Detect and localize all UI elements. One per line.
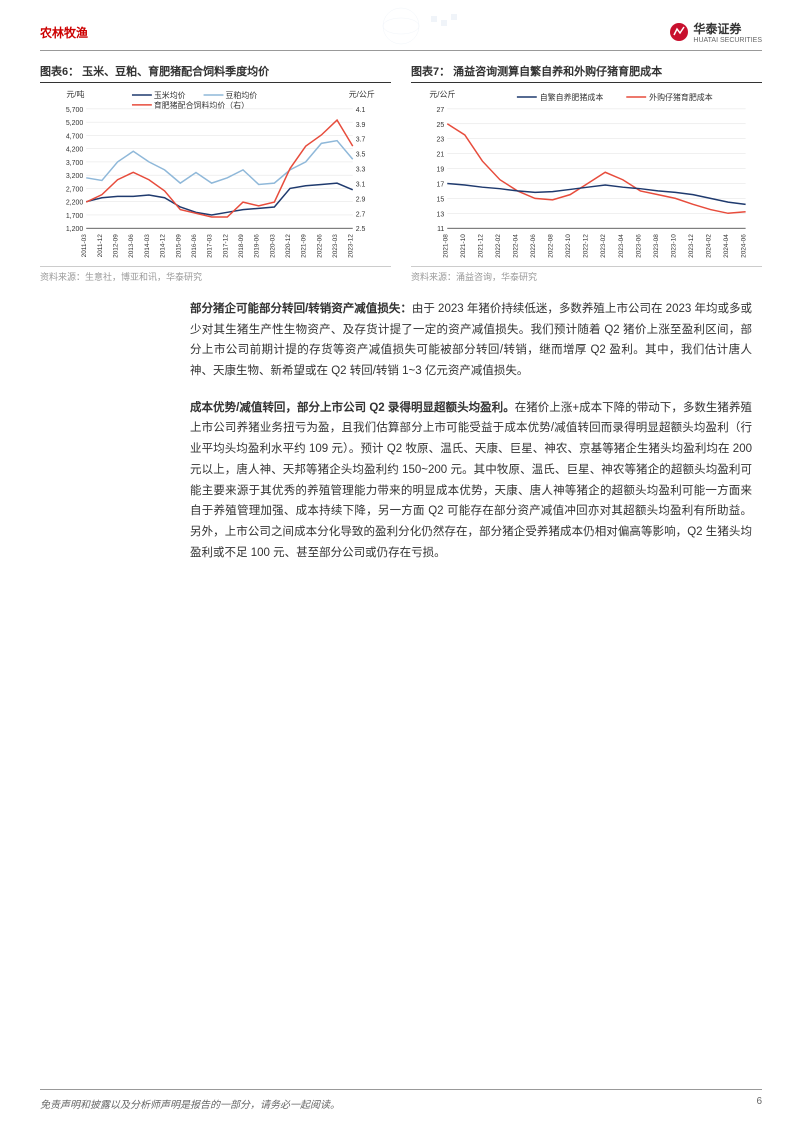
chart7-svg: 元/公斤 自繁自养肥猪成本 外购仔猪育肥成本 11 13 15 17 19 21 23 25 27 20… [411,87,762,266]
svg-text:2022-06: 2022-06 [316,234,323,258]
svg-text:2024-02: 2024-02 [706,234,713,258]
logo-company-name: 华泰证券 [693,20,762,37]
svg-text:豆粕均价: 豆粕均价 [225,90,257,100]
paragraph-2: 成本优势/减值转回，部分上市公司 Q2 录得明显超额头均盈利。在猪价上涨+成本下… [190,398,752,564]
chart7-title: 图表7： 涌益咨询测算自繁自养和外购仔猪育肥成本 [411,63,762,83]
svg-text:3,700: 3,700 [66,160,84,167]
svg-text:2012-09: 2012-09 [113,234,120,258]
svg-text:2021-10: 2021-10 [460,234,467,258]
svg-text:2022-12: 2022-12 [583,234,590,258]
svg-text:育肥猪配合饲料均价（右）: 育肥猪配合饲料均价（右） [154,100,249,110]
svg-text:2022-10: 2022-10 [565,234,572,258]
svg-text:2023-08: 2023-08 [653,234,660,258]
svg-text:27: 27 [437,107,445,114]
svg-text:2021-12: 2021-12 [477,234,484,258]
svg-text:2015-09: 2015-09 [175,234,182,258]
chart6-title: 图表6： 玉米、豆粕、育肥猪配合饲料季度均价 [40,63,391,83]
svg-text:2011-12: 2011-12 [97,234,104,258]
svg-text:3.3: 3.3 [356,167,366,174]
svg-text:23: 23 [437,137,445,144]
svg-text:2,200: 2,200 [66,200,84,207]
para2-text: 在猪价上涨+成本下降的带动下，多数生猪养殖上市公司养猪业务扭亏为盈，且我们估算部… [190,402,752,559]
svg-text:2013-06: 2013-06 [128,234,135,258]
svg-text:2024-06: 2024-06 [741,234,748,258]
svg-text:2011-03: 2011-03 [81,234,88,258]
svg-text:2.9: 2.9 [356,196,366,203]
svg-text:2017-12: 2017-12 [222,234,229,258]
svg-text:玉米均价: 玉米均价 [154,90,186,100]
logo-company-en: HUATAI SECURITIES [693,37,762,44]
svg-text:21: 21 [437,152,445,159]
logo-icon [669,22,689,42]
svg-text:17: 17 [437,181,445,188]
svg-text:3.5: 3.5 [356,152,366,159]
svg-text:11: 11 [437,226,444,233]
chart7-source: 资料来源：涌益咨询，华泰研究 [411,270,762,283]
svg-text:1,700: 1,700 [66,213,84,220]
svg-text:2023-10: 2023-10 [670,234,677,258]
svg-text:2021-09: 2021-09 [301,234,308,258]
svg-text:2016-06: 2016-06 [191,234,198,258]
svg-text:2022-06: 2022-06 [530,234,537,258]
chart7-block: 图表7： 涌益咨询测算自繁自养和外购仔猪育肥成本 元/公斤 自繁自养肥猪成本 外购仔… [411,63,762,283]
svg-text:2022-04: 2022-04 [512,234,519,258]
svg-text:2018-09: 2018-09 [238,234,245,258]
svg-text:2019-06: 2019-06 [254,234,261,258]
svg-text:4,200: 4,200 [66,147,84,154]
svg-text:1,200: 1,200 [66,226,84,233]
svg-text:2014-03: 2014-03 [144,234,151,258]
footer-disclaimer: 免责声明和披露以及分析师声明是报告的一部分，请务必一起阅读。 [40,1096,340,1111]
svg-text:2021-08: 2021-08 [442,234,449,258]
svg-text:15: 15 [437,196,445,203]
svg-text:2.5: 2.5 [356,226,366,233]
svg-text:13: 13 [437,211,445,218]
svg-text:元/公斤: 元/公斤 [429,89,455,99]
svg-text:5,200: 5,200 [66,120,84,127]
svg-text:19: 19 [437,167,445,174]
svg-text:3.1: 3.1 [356,181,366,188]
svg-text:2023-03: 2023-03 [332,234,339,258]
svg-text:3.9: 3.9 [356,122,366,129]
chart6-block: 图表6： 玉米、豆粕、育肥猪配合饲料季度均价 元/吨 元/公斤 玉米均价 豆粕均价育肥… [40,63,391,283]
svg-text:2023-12: 2023-12 [348,234,355,258]
svg-text:元/公斤: 元/公斤 [349,89,375,99]
svg-text:2023-06: 2023-06 [635,234,642,258]
svg-text:5,700: 5,700 [66,107,84,114]
svg-text:2014-12: 2014-12 [160,234,167,258]
svg-text:3,200: 3,200 [66,173,84,180]
svg-text:2024-04: 2024-04 [723,234,730,258]
footer-page-number: 6 [756,1096,762,1111]
watermark-globe [301,6,501,46]
svg-text:外购仔猪育肥成本: 外购仔猪育肥成本 [649,92,713,102]
svg-text:3.7: 3.7 [356,137,366,144]
svg-text:2022-08: 2022-08 [548,234,555,258]
svg-text:2.7: 2.7 [356,211,366,218]
para1-bold: 部分猪企可能部分转回/转销资产减值损失： [190,303,412,315]
svg-text:元/吨: 元/吨 [66,89,84,99]
header-category: 农林牧渔 [40,24,88,41]
page-footer: 免责声明和披露以及分析师声明是报告的一部分，请务必一起阅读。 6 [40,1089,762,1111]
body-text: 部分猪企可能部分转回/转销资产减值损失：由于 2023 年猪价持续低迷，多数养殖… [190,299,752,563]
svg-text:2023-02: 2023-02 [600,234,607,258]
svg-text:25: 25 [437,122,445,129]
svg-text:2,700: 2,700 [66,186,84,193]
svg-text:自繁自养肥猪成本: 自繁自养肥猪成本 [540,92,604,102]
company-logo: 华泰证券 HUATAI SECURITIES [669,20,762,44]
paragraph-1: 部分猪企可能部分转回/转销资产减值损失：由于 2023 年猪价持续低迷，多数养殖… [190,299,752,382]
svg-text:4,700: 4,700 [66,133,84,140]
charts-row: 图表6： 玉米、豆粕、育肥猪配合饲料季度均价 元/吨 元/公斤 玉米均价 豆粕均价育肥… [40,63,762,283]
svg-text:2020-12: 2020-12 [285,234,292,258]
svg-text:2017-03: 2017-03 [207,234,214,258]
svg-text:2022-02: 2022-02 [495,234,502,258]
svg-text:2023-04: 2023-04 [618,234,625,258]
chart6-source: 资料来源：生意社，博亚和讯，华泰研究 [40,270,391,283]
para2-bold: 成本优势/减值转回，部分上市公司 Q2 录得明显超额头均盈利。 [190,402,515,414]
svg-text:2020-03: 2020-03 [269,234,276,258]
svg-text:2023-12: 2023-12 [688,234,695,258]
chart6-svg: 元/吨 元/公斤 玉米均价 豆粕均价育肥猪配合饲料均价（右） 1,200 1,700 2,2… [40,87,391,266]
svg-text:4.1: 4.1 [356,107,366,114]
